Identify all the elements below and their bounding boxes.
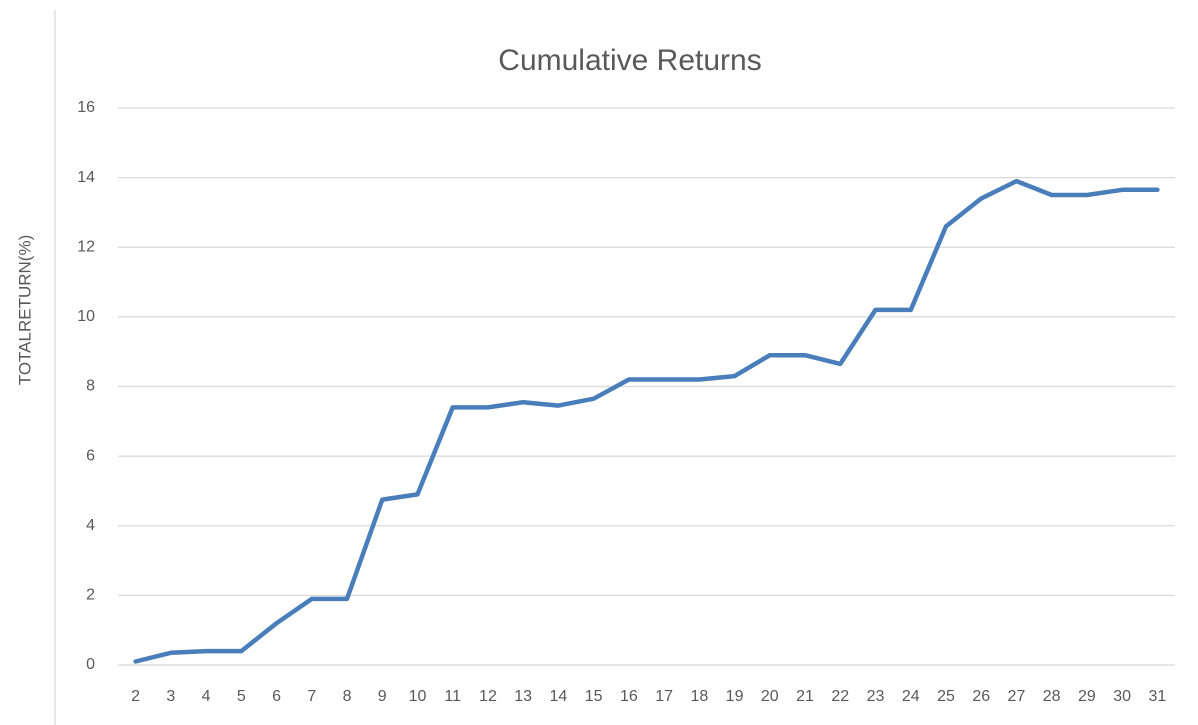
x-tick-label: 13	[514, 688, 532, 705]
y-tick-label: 6	[86, 447, 95, 464]
x-tick-label: 26	[972, 688, 990, 705]
x-tick-label: 22	[831, 688, 849, 705]
y-tick-label: 16	[77, 99, 95, 116]
x-tick-label: 19	[726, 688, 744, 705]
x-tick-label: 28	[1043, 688, 1061, 705]
x-tick-label: 30	[1113, 688, 1131, 705]
x-tick-label: 25	[937, 688, 955, 705]
x-tick-label: 16	[620, 688, 638, 705]
chart-title: Cumulative Returns	[498, 44, 761, 77]
y-tick-label: 8	[86, 378, 95, 395]
y-tick-label: 12	[77, 238, 95, 255]
x-tick-label: 17	[655, 688, 673, 705]
x-tick-label: 3	[166, 688, 175, 705]
x-tick-label: 18	[690, 688, 708, 705]
x-tick-label: 24	[902, 688, 920, 705]
x-tick-label: 12	[479, 688, 497, 705]
x-tick-label: 23	[867, 688, 885, 705]
line-series	[133, 178, 1160, 664]
x-tick-label: 2	[131, 688, 140, 705]
x-tick-label: 27	[1008, 688, 1026, 705]
x-tick-label: 20	[761, 688, 779, 705]
x-tick-label: 15	[585, 688, 603, 705]
x-tick-label: 14	[550, 688, 568, 705]
y-axis-label: TOTALRETURN(%)	[15, 235, 34, 386]
y-tick-label: 10	[77, 308, 95, 325]
x-tick-label: 11	[444, 688, 461, 705]
x-tick-label: 5	[237, 688, 246, 705]
x-tick-label: 6	[272, 688, 281, 705]
x-tick-label: 4	[202, 688, 211, 705]
y-tick-label: 4	[86, 517, 95, 534]
x-tick-label: 21	[796, 688, 814, 705]
x-tick-label: 9	[378, 688, 387, 705]
x-tick-label: 8	[343, 688, 352, 705]
y-tick-label: 2	[86, 587, 95, 604]
x-tick-label: 29	[1078, 688, 1096, 705]
x-tick-label: 31	[1148, 688, 1166, 705]
y-tick-label: 14	[77, 169, 95, 186]
x-tick-label: 7	[307, 688, 316, 705]
y-tick-label: 0	[86, 656, 95, 673]
x-tick-label: 10	[409, 688, 427, 705]
